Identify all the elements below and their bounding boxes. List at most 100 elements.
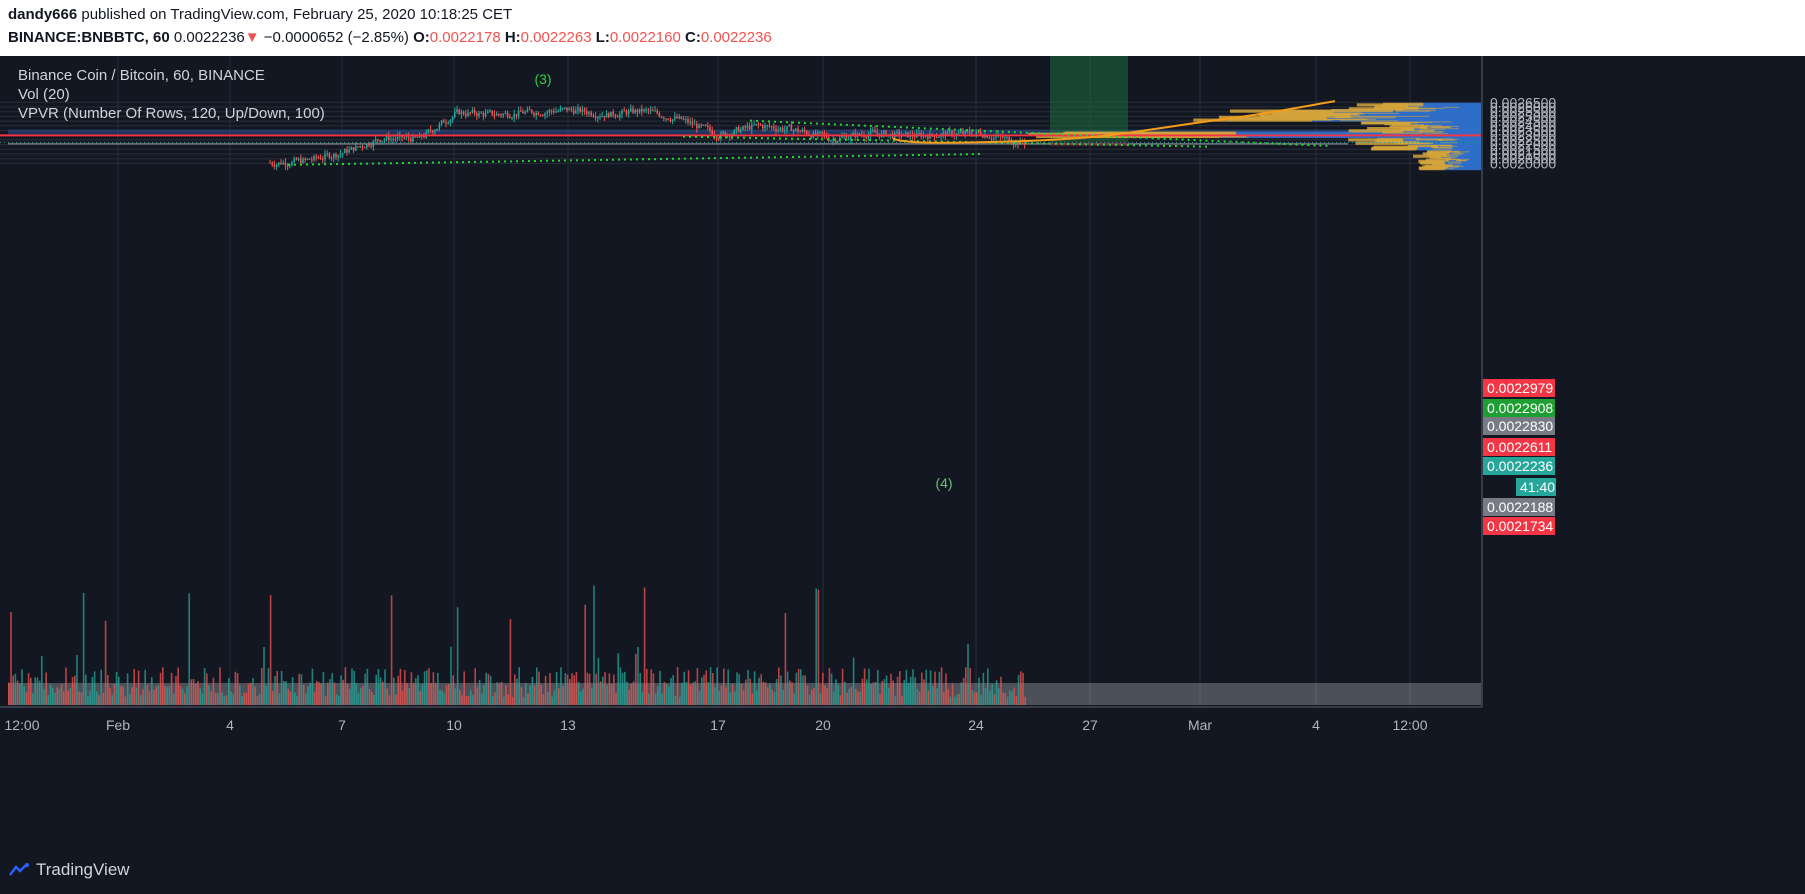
volume-bar	[177, 667, 179, 705]
price-chart[interactable]: (3) (4) 0.00265000.00260000.00255000.0025…	[0, 56, 1805, 852]
candle	[830, 140, 832, 142]
volume-bar	[335, 694, 338, 705]
volume-bar	[225, 695, 228, 705]
volume-bar	[250, 682, 252, 705]
footer	[0, 852, 1805, 894]
volume-bar	[91, 677, 94, 705]
volume-bar	[157, 685, 160, 705]
volume-bar	[507, 694, 509, 705]
candle	[773, 126, 775, 129]
candle	[795, 128, 797, 131]
volume-bar	[43, 689, 45, 705]
volume-bar	[80, 692, 83, 705]
volume-bar	[703, 674, 705, 705]
volume-bar	[470, 690, 472, 705]
volume-bar	[1024, 696, 1026, 705]
volume-bar	[549, 673, 551, 705]
time-tick: 27	[1082, 717, 1098, 733]
volume-bar	[373, 694, 375, 705]
candle	[698, 124, 700, 129]
volume-bar	[588, 673, 591, 705]
candle	[456, 109, 458, 113]
candle	[823, 133, 826, 135]
time-tick: 10	[446, 717, 462, 733]
candle	[962, 131, 964, 134]
volume-bar	[19, 683, 21, 705]
candle	[696, 123, 698, 129]
volume-bar	[478, 679, 481, 705]
volume-bar	[850, 686, 853, 705]
time-tick: 12:00	[4, 717, 39, 733]
volume-bar	[833, 691, 835, 705]
candle	[975, 131, 977, 135]
volume-bar	[118, 676, 120, 705]
volume-bar	[628, 689, 630, 705]
volume-bar	[164, 686, 166, 705]
volume-bar	[124, 696, 127, 705]
volume-bar	[998, 688, 1000, 705]
tradingview-logo[interactable]: TradingView	[8, 860, 130, 880]
volume-bar	[846, 692, 848, 705]
candle	[834, 139, 837, 142]
trendline	[287, 153, 984, 166]
candle	[405, 136, 408, 138]
volume-bar	[472, 695, 474, 705]
candle	[326, 153, 328, 155]
volume-bar	[162, 667, 164, 705]
candle	[311, 159, 313, 161]
volume-bar	[129, 694, 131, 705]
candle	[687, 119, 689, 123]
volume-bar	[267, 668, 270, 705]
volume-bar	[749, 678, 751, 705]
volume-bar	[562, 686, 564, 705]
legend-vpvr[interactable]: VPVR (Number Of Rows, 120, Up/Down, 100)	[18, 105, 325, 122]
publisher-name[interactable]: dandy666	[8, 6, 78, 23]
candle	[454, 112, 456, 117]
volume-bar	[720, 685, 723, 705]
volume-bar	[318, 682, 320, 705]
volume-bar	[657, 686, 659, 705]
candle	[522, 111, 524, 114]
candle	[506, 112, 509, 117]
volume-bar	[971, 690, 974, 705]
volume-bar	[104, 620, 107, 705]
volume-bar	[36, 677, 39, 705]
candle	[995, 136, 997, 138]
candle	[797, 128, 799, 132]
trendline	[749, 119, 1331, 148]
volume-bar	[155, 686, 157, 705]
volume-bar	[973, 692, 976, 705]
candle	[269, 162, 271, 164]
volume-bar	[245, 692, 248, 705]
candle	[792, 130, 795, 132]
high-label: H:	[504, 29, 521, 46]
volume-bar	[943, 692, 945, 705]
volume-bar	[166, 686, 168, 705]
candle	[286, 165, 289, 167]
volume-bar	[694, 681, 696, 705]
candle	[392, 138, 394, 140]
candle	[883, 130, 885, 134]
candle	[546, 112, 548, 114]
candle	[535, 112, 537, 116]
volume-bar	[789, 680, 791, 705]
candle	[775, 128, 777, 131]
price-tick: 0.0022000	[1490, 137, 1556, 153]
volume-bar	[289, 691, 292, 705]
price-tick: 0.0020500	[1490, 151, 1556, 167]
candle	[500, 114, 502, 116]
volume-bar	[615, 692, 617, 705]
price-label: 0.0022908	[1487, 400, 1553, 416]
resistance-zone	[8, 129, 1481, 134]
volume-bar	[1004, 693, 1007, 705]
volume-bar	[646, 669, 648, 705]
legend-volume[interactable]: Vol (20)	[18, 86, 70, 103]
price-tick: 0.0025000	[1490, 108, 1556, 124]
candle	[524, 112, 526, 114]
volume-bar	[802, 675, 804, 705]
volume-bar	[520, 687, 523, 705]
volume-bar	[212, 677, 215, 705]
volume-bar	[868, 668, 870, 705]
volume-bar	[243, 692, 245, 705]
volume-bar	[509, 619, 512, 705]
